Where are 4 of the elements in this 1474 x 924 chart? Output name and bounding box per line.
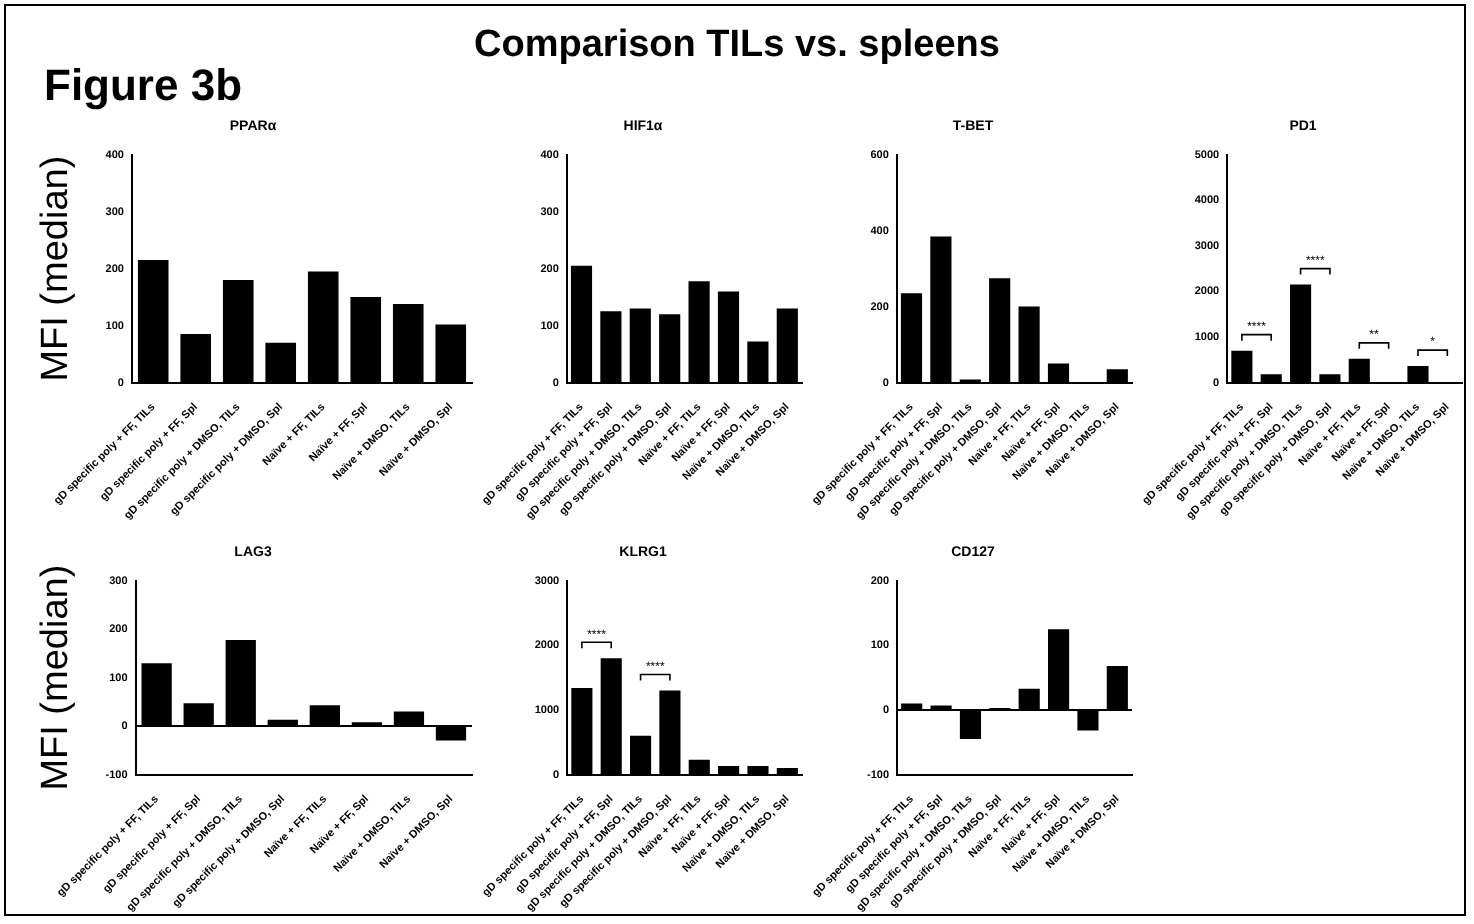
y-axis-title: MFI (median) (35, 564, 78, 791)
text: Comparison TILs vs. spleens (474, 24, 1000, 66)
caption: Figure 3b (44, 60, 243, 112)
y-axis-title: MFI (median) (35, 155, 78, 382)
